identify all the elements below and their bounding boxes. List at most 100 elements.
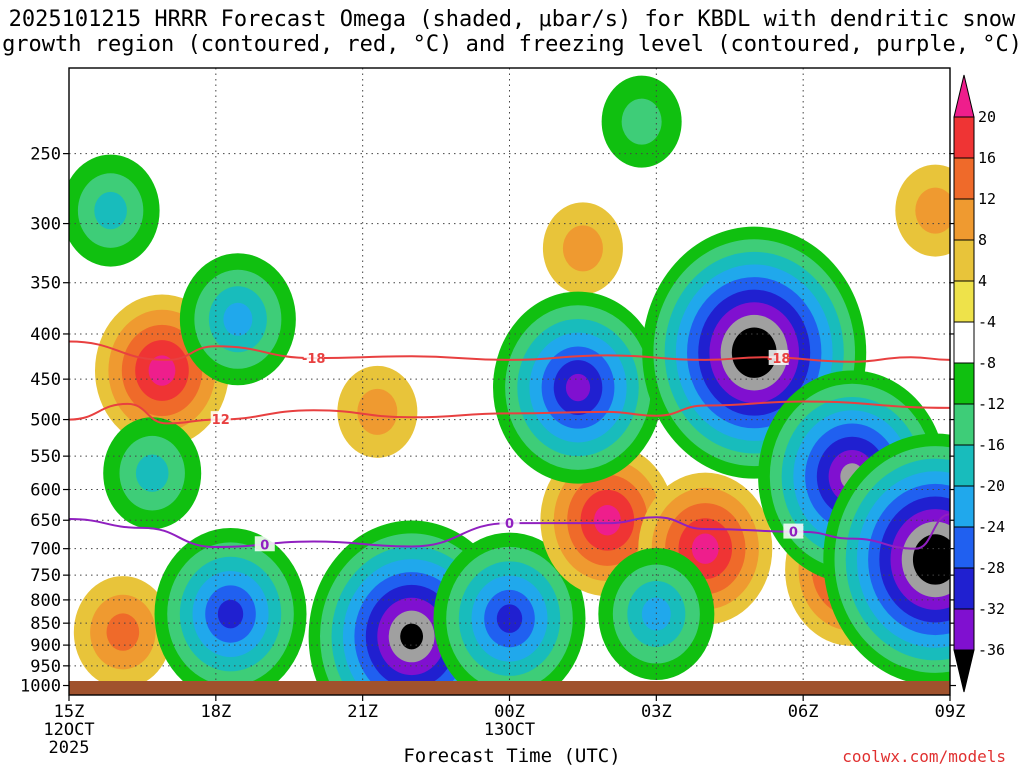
x-tick-label: 12OCT — [43, 720, 94, 740]
colorbar-label: -32 — [978, 600, 1005, 618]
x-tick-label: 00Z — [494, 702, 525, 722]
omega-band — [106, 613, 140, 651]
y-tick-label: 350 — [30, 274, 61, 294]
contour-label-bg — [254, 536, 275, 552]
y-axis-ticks: 2503003504004505005506006507007508008509… — [20, 145, 956, 697]
y-tick-label: 650 — [30, 511, 61, 531]
omega-band — [217, 599, 244, 629]
contour-line-freezing-level-0 — [69, 513, 950, 550]
chart-title-line-2: growth region (contoured, red, °C) and f… — [2, 32, 1022, 57]
x-tick-label: 09Z — [935, 702, 966, 722]
colorbar-swatch — [953, 608, 975, 651]
colorbar-label: 20 — [978, 108, 996, 126]
y-tick-label: 1000 — [20, 677, 61, 697]
colorbar-label: -16 — [978, 436, 1005, 454]
colorbar-label: 12 — [978, 190, 996, 208]
y-tick-label: 500 — [30, 411, 61, 431]
colorbar-swatch — [953, 526, 975, 569]
omega-band — [691, 533, 719, 564]
y-tick-label: 550 — [30, 447, 61, 467]
colorbar-swatch — [953, 321, 975, 364]
contour-line-dgz-minus12 — [69, 400, 950, 425]
colorbar-label: -12 — [978, 395, 1005, 413]
omega-cell-low-sink-18z — [154, 528, 307, 695]
colorbar-label: -24 — [978, 518, 1005, 536]
y-tick-label: 950 — [30, 657, 61, 677]
omega-band — [94, 191, 127, 230]
colorbar-swatch — [953, 485, 975, 528]
x-tick-label: 21Z — [347, 702, 378, 722]
y-tick-label: 250 — [30, 145, 61, 165]
omega-band — [562, 225, 603, 272]
omega-band — [565, 373, 591, 402]
omega-cell-upper-rise-01z — [542, 202, 623, 295]
y-tick-label: 450 — [30, 370, 61, 390]
x-tick-label: 18Z — [200, 702, 231, 722]
omega-band — [400, 623, 424, 650]
contour-label-dgz-minus18: -18 — [302, 352, 326, 367]
colorbar-swatch — [953, 567, 975, 610]
colorbar-label: -20 — [978, 477, 1005, 495]
contour-label-bg — [783, 523, 804, 539]
omega-band — [621, 98, 662, 145]
y-tick-label: 300 — [30, 215, 61, 235]
omega-band — [915, 187, 950, 234]
colorbar-swatch — [953, 239, 975, 282]
omega-band — [593, 505, 621, 536]
contour-label-dgz-minus12: 12 — [212, 413, 230, 428]
contour-label-freezing-level-0: 0 — [260, 538, 269, 553]
contour-label-dgz-minus18: -18 — [767, 352, 791, 367]
x-tick-label: 03Z — [641, 702, 672, 722]
colorbar-label: 8 — [978, 231, 987, 249]
gridlines — [69, 68, 950, 695]
colorbar-arrow-top — [953, 74, 975, 118]
contour-label-bg — [210, 411, 231, 427]
omega-band — [743, 340, 766, 366]
omega-cell-small-green-575 — [103, 417, 202, 530]
omega-cell-upper-mid-yellow-21z — [337, 365, 418, 458]
y-tick-label: 750 — [30, 566, 61, 586]
omega-band — [135, 454, 169, 492]
colorbar-swatch — [953, 403, 975, 446]
credit-link[interactable]: coolwx.com/models — [842, 747, 1006, 766]
x-tick-label: 15Z — [54, 702, 85, 722]
omega-cell-low-green-03z — [598, 548, 715, 681]
colorbar-label: -36 — [978, 641, 1005, 659]
colorbar-swatch — [953, 116, 975, 159]
omega-band — [924, 546, 947, 573]
omega-band — [641, 597, 671, 631]
colorbar-arrow-bottom — [953, 649, 975, 693]
y-tick-label: 800 — [30, 591, 61, 611]
colorbar-label: 4 — [978, 272, 987, 290]
omega-cell-upper-right-yellow — [895, 164, 950, 257]
colorbar-swatch — [953, 157, 975, 200]
x-axis-title: Forecast Time (UTC) — [403, 745, 621, 767]
y-tick-label: 900 — [30, 636, 61, 656]
ground-bar — [69, 681, 950, 695]
omega-band — [223, 302, 253, 336]
colorbar-label: -4 — [978, 313, 996, 331]
colorbar-swatch — [953, 444, 975, 487]
colorbar-swatch — [953, 362, 975, 405]
omega-cell-sink-09z-low — [823, 433, 950, 686]
x-tick-label: 06Z — [788, 702, 819, 722]
omega-field — [69, 75, 950, 695]
x-tick-label: 13OCT — [484, 720, 535, 740]
chart-title-line-1: 2025101215 HRRR Forecast Omega (shaded, … — [8, 7, 1016, 32]
omega-band — [148, 355, 176, 386]
contour-labels: -18 -18 12 0 0 0 — [210, 349, 804, 553]
x-tick-label: 2025 — [49, 738, 90, 758]
colorbar-label: 16 — [978, 149, 996, 167]
contour-label-freezing-level-0: 0 — [505, 517, 514, 532]
colorbar-label: -8 — [978, 354, 996, 372]
colorbar-swatch — [953, 280, 975, 323]
contour-label-bg — [768, 349, 789, 365]
y-tick-label: 850 — [30, 614, 61, 634]
y-tick-label: 700 — [30, 540, 61, 560]
omega-cell-upper-green-03z — [601, 75, 682, 168]
omega-cell-upper-left-sink-green — [69, 154, 160, 267]
omega-cell-sink-01z-450 — [493, 291, 664, 484]
temperature-contours — [69, 340, 950, 550]
